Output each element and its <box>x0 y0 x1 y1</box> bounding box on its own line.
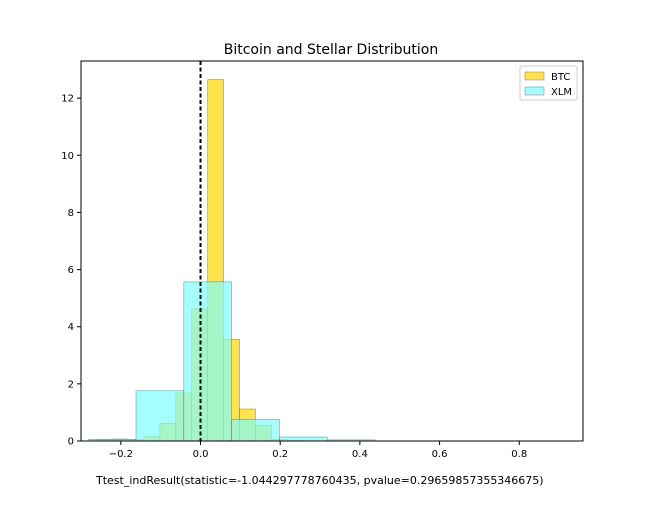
y-tick-label: 10 <box>61 151 74 162</box>
axes-layer: −0.2 0.0 0.2 0.4 0.6 0.8 0 2 4 6 8 10 12 <box>61 60 584 460</box>
y-tick-label: 0 <box>68 437 74 448</box>
x-tick-label: 0.0 <box>193 449 209 460</box>
ttest-result-text: Ttest_indResult(statistic=-1.04429777876… <box>96 474 544 487</box>
bar-xlm <box>231 419 280 442</box>
y-tick-label: 4 <box>68 322 74 333</box>
y-tick-label: 6 <box>68 265 74 276</box>
legend-label-btc: BTC <box>551 72 570 83</box>
bars-layer <box>87 79 376 442</box>
chart-title: Bitcoin and Stellar Distribution <box>224 42 438 58</box>
legend-swatch-btc <box>524 71 545 81</box>
bar-xlm <box>183 281 232 442</box>
legend-label-xlm: XLM <box>551 87 572 98</box>
y-tick-label: 8 <box>68 208 74 219</box>
legend: BTC XLM <box>519 65 578 101</box>
bar-xlm <box>135 390 185 442</box>
plot-frame <box>80 60 584 442</box>
x-tick-label: 0.2 <box>272 449 288 460</box>
y-tick-label: 2 <box>68 379 74 390</box>
series-xlm <box>87 281 376 442</box>
x-tick-label: 0.6 <box>432 449 448 460</box>
x-tick-label: −0.2 <box>109 449 133 460</box>
legend-swatch-xlm <box>524 86 545 96</box>
bar-xlm <box>279 436 328 442</box>
y-tick-label: 12 <box>61 94 74 105</box>
x-tick-label: 0.8 <box>511 449 527 460</box>
x-tick-label: 0.4 <box>352 449 368 460</box>
